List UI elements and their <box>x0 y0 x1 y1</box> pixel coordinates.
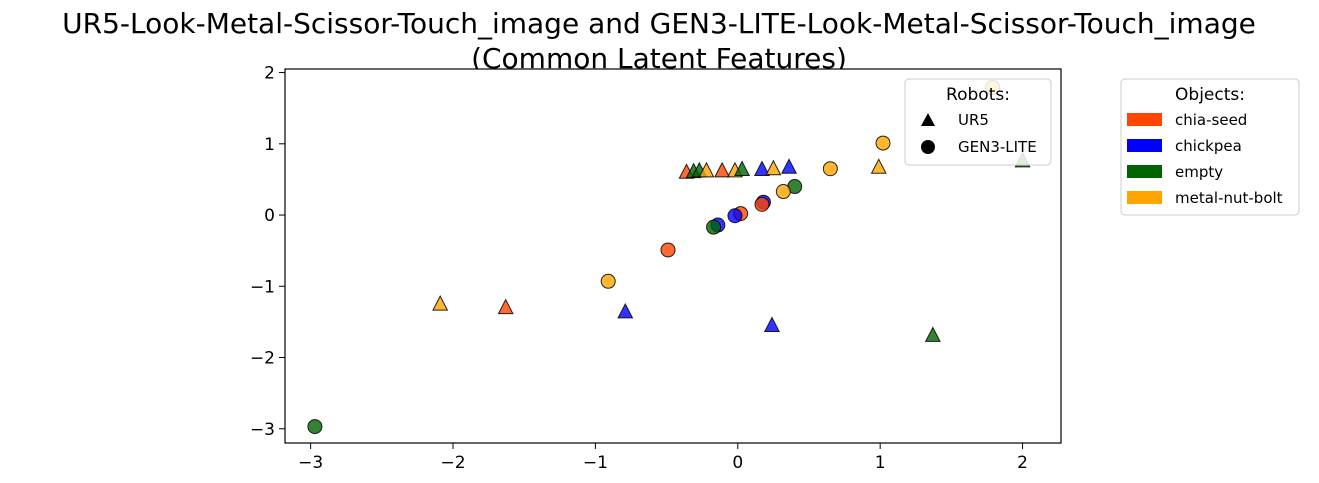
y-tick-label: 1 <box>264 135 275 155</box>
gen3-lite-point-metal-nut-bolt <box>600 273 616 289</box>
ur5-point-chickpea <box>781 158 798 174</box>
ur5-point-chickpea <box>617 302 634 319</box>
gen3-lite-point-metal-nut-bolt <box>775 184 791 200</box>
triangle-marker-icon <box>921 113 935 126</box>
ur5-point-chia-seed <box>714 161 731 178</box>
gen3-lite-point-chickpea <box>727 208 743 224</box>
ur5-point-metal-nut-bolt <box>870 158 887 174</box>
gen3-lite-point-empty <box>307 419 323 435</box>
ticks-layer: −3 −2 −1 0 1 2 2 1 0 −1 −2 −3 <box>250 64 1028 473</box>
circle-marker-icon <box>921 140 935 154</box>
x-tick-label: 2 <box>1017 453 1028 473</box>
objects-legend-box <box>1120 78 1300 216</box>
plot-frame <box>284 68 1062 444</box>
ur5-point-metal-nut-bolt <box>698 161 715 178</box>
x-tick-label: −2 <box>440 453 465 473</box>
legend-swatch-empty <box>1127 165 1162 178</box>
objects-legend-label-metal-nut-bolt: metal-nut-bolt <box>1175 189 1283 207</box>
ur5-point-chickpea <box>763 316 780 332</box>
x-tick-label: 0 <box>732 453 743 473</box>
legend-swatch-chia-seed <box>1127 113 1162 126</box>
robots-legend-label-ur5: UR5 <box>958 111 989 129</box>
ur5-point-metal-nut-bolt <box>432 294 449 311</box>
x-tick-label: 1 <box>875 453 886 473</box>
objects-legend-label-chickpea: chickpea <box>1175 137 1242 155</box>
gen3-lite-point-chia-seed <box>660 242 676 258</box>
legend-swatch-metal-nut-bolt <box>1127 191 1162 204</box>
gen3-lite-point-metal-nut-bolt <box>875 135 891 151</box>
y-tick-label: −2 <box>250 349 275 369</box>
x-tick-label: −1 <box>583 453 608 473</box>
x-tick-label: −3 <box>298 453 323 473</box>
y-tick-label: 0 <box>264 206 275 226</box>
chart-title-line-1: UR5-Look-Metal-Scissor-Touch_image and G… <box>62 7 1256 40</box>
robots-legend-title: Robots: <box>946 85 1010 105</box>
robots-legend-box <box>904 78 1052 166</box>
objects-legend: Objects: chia-seed chickpea empty metal-… <box>1120 78 1300 216</box>
gen3-lite-point-metal-nut-bolt <box>822 161 838 177</box>
ur5-point-chia-seed <box>497 298 514 315</box>
y-tick-label: −3 <box>250 420 275 440</box>
objects-legend-label-chia-seed: chia-seed <box>1175 111 1247 129</box>
gen3-lite-point-empty <box>706 219 722 235</box>
objects-legend-label-empty: empty <box>1175 163 1223 181</box>
objects-legend-title: Objects: <box>1175 85 1245 105</box>
y-tick-label: 2 <box>264 64 275 84</box>
robots-legend: Robots: UR5 GEN3-LITE <box>904 78 1052 166</box>
gen3-lite-point-chia-seed <box>754 196 770 212</box>
legend-swatch-chickpea <box>1127 139 1162 152</box>
ur5-point-metal-nut-bolt <box>765 159 782 176</box>
ur5-point-empty <box>924 326 941 342</box>
robots-legend-label-gen3-lite: GEN3-LITE <box>958 138 1037 156</box>
ur5-point-empty <box>734 160 751 176</box>
ur5-point-chickpea <box>753 160 771 176</box>
y-tick-label: −1 <box>250 277 275 297</box>
